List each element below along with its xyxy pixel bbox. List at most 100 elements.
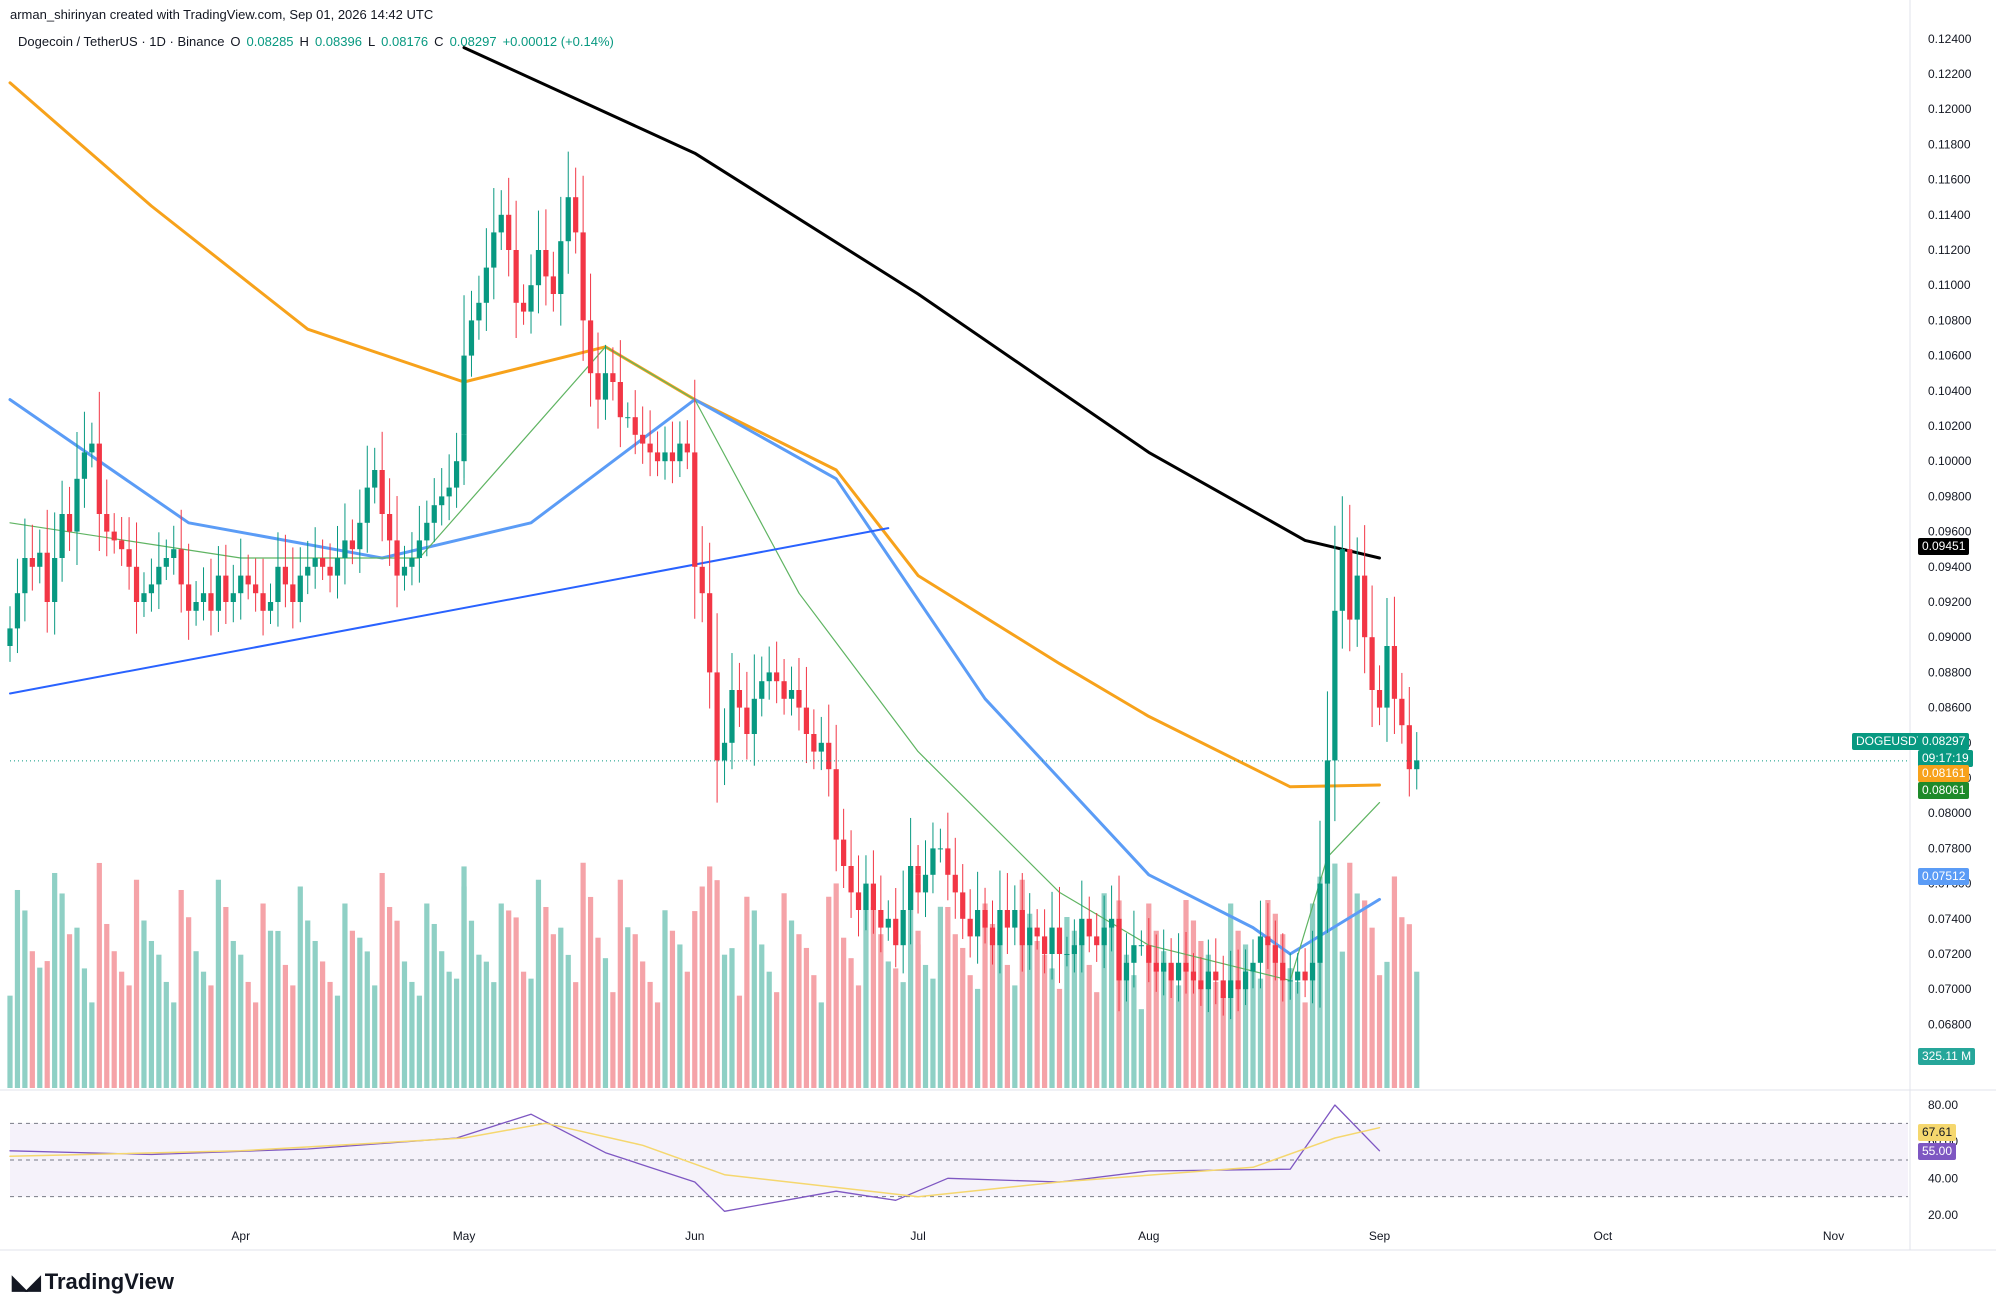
volume-bar xyxy=(186,917,192,1088)
candle-body xyxy=(1391,646,1398,699)
candle-body xyxy=(200,593,207,602)
candle-body xyxy=(357,522,363,550)
volume-bar xyxy=(215,879,222,1088)
candle-body xyxy=(89,443,95,453)
candle-body xyxy=(230,593,236,602)
candle-body xyxy=(29,558,35,567)
candle-body xyxy=(349,540,355,550)
ma100-price-tag: 0.08161 xyxy=(1918,765,1970,782)
volume-bar xyxy=(1362,900,1368,1088)
candle-body xyxy=(855,892,862,910)
candle-body xyxy=(550,276,556,294)
volume-bar xyxy=(52,872,58,1088)
candle-body xyxy=(14,593,21,629)
volume-bar xyxy=(327,981,333,1088)
candle-body xyxy=(1309,962,1316,981)
candle-body xyxy=(729,690,735,743)
candle-body xyxy=(960,892,966,919)
volume-bar xyxy=(1213,981,1219,1088)
rsi-band-fill xyxy=(10,1123,1908,1197)
volume-bar xyxy=(1079,937,1085,1088)
candle-body xyxy=(937,848,943,850)
volume-bar xyxy=(915,944,921,1088)
candle-body xyxy=(297,575,303,602)
countdown-tag: 09:17:19 xyxy=(1918,750,1973,767)
tradingview-logo-icon: ◣◢ xyxy=(12,1271,41,1294)
volume-bar xyxy=(223,906,229,1088)
candle-body xyxy=(714,672,720,761)
volume-bar xyxy=(253,1002,259,1088)
price-tick-label: 0.08800 xyxy=(1928,665,1972,679)
price-tick-label: 0.08000 xyxy=(1928,806,1972,820)
candle-body xyxy=(1116,918,1122,981)
candle-body xyxy=(1242,971,1249,990)
volume-bar xyxy=(305,920,311,1088)
candle-body xyxy=(975,910,981,937)
candle-body xyxy=(22,558,28,594)
candle-body xyxy=(260,593,266,611)
candle-body xyxy=(245,575,251,585)
volume-bar xyxy=(855,985,862,1088)
volume-bar xyxy=(1339,951,1345,1088)
ma200-price-tag: 0.09451 xyxy=(1918,538,1970,555)
volume-bar xyxy=(200,971,207,1088)
candle-body xyxy=(766,672,772,682)
candle-body xyxy=(654,452,661,462)
candle-body xyxy=(1034,927,1040,937)
price-tick-label: 0.11400 xyxy=(1928,208,1971,222)
volume-bar xyxy=(1168,964,1174,1088)
volume-bar xyxy=(647,981,653,1088)
volume-bar xyxy=(788,920,795,1088)
candle-body xyxy=(610,373,616,382)
candle-body xyxy=(736,690,743,708)
candle-body xyxy=(662,452,668,462)
volume-bar xyxy=(409,981,415,1088)
volume-bar xyxy=(59,893,65,1088)
volume-bar xyxy=(595,937,601,1088)
tradingview-brand[interactable]: ◣◢ TradingView xyxy=(12,1269,174,1295)
symbol-name[interactable]: Dogecoin / TetherUS · 1D · Binance xyxy=(18,34,225,49)
candle-body xyxy=(1138,945,1144,947)
volume-bar xyxy=(453,978,460,1088)
volume-bar xyxy=(96,862,102,1088)
candle-body xyxy=(587,320,594,374)
price-tick-label: 0.10800 xyxy=(1928,313,1972,327)
volume-bar xyxy=(721,954,728,1088)
candle-body xyxy=(1250,962,1256,972)
candle-body xyxy=(7,628,13,646)
price-tick-label: 0.07400 xyxy=(1928,912,1972,926)
candle-body xyxy=(900,910,906,946)
candle-body xyxy=(74,478,80,532)
candle-body xyxy=(282,566,289,585)
price-tick-label: 0.10600 xyxy=(1928,349,1972,363)
rsi-ma-tag: 67.61 xyxy=(1918,1124,1957,1141)
volume-bar xyxy=(7,995,13,1088)
volume-bar xyxy=(803,947,810,1088)
candle-body xyxy=(535,250,542,286)
volume-bar xyxy=(826,896,832,1088)
volume-bar xyxy=(952,934,958,1088)
time-tick-label: Jul xyxy=(910,1229,925,1243)
candle-body xyxy=(1205,971,1211,990)
candle-body xyxy=(1302,971,1308,981)
candle-body xyxy=(431,505,437,523)
volume-bar xyxy=(1406,924,1412,1088)
volume-bar xyxy=(945,906,951,1088)
volume-bar xyxy=(632,934,638,1088)
volume-bar xyxy=(282,964,289,1088)
price-tick-label: 0.09800 xyxy=(1928,489,1972,503)
volume-bar xyxy=(573,982,579,1088)
price-tick-label: 0.06800 xyxy=(1928,1017,1972,1031)
chart-credit: arman_shirinyan created with TradingView… xyxy=(10,7,434,22)
candle-body xyxy=(818,742,824,752)
volume-bar xyxy=(937,906,943,1088)
volume-bar xyxy=(461,866,467,1088)
candle-body xyxy=(1161,962,1167,972)
volume-bar xyxy=(66,934,73,1088)
volume-bar xyxy=(528,978,534,1088)
candle-body xyxy=(386,514,393,541)
candle-body xyxy=(208,593,214,611)
candle-body xyxy=(1399,698,1405,726)
